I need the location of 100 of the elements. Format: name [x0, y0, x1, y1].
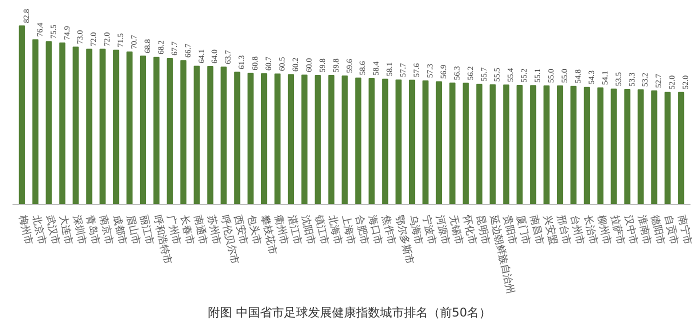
bar	[503, 84, 510, 204]
bar	[516, 84, 523, 204]
data-label: 57.6	[412, 63, 422, 78]
text: 附图 中国省市足球发展健康指数城市排名（前50名）	[208, 306, 492, 320]
bar	[610, 88, 617, 204]
data-label: 66.7	[183, 44, 192, 58]
bar	[462, 82, 469, 204]
bar	[86, 48, 92, 204]
bar	[166, 58, 173, 204]
bar	[342, 75, 348, 204]
bar	[248, 72, 254, 204]
data-label: 68.2	[156, 40, 166, 54]
data-label: 72.0	[89, 32, 98, 46]
bar	[570, 86, 577, 204]
data-label: 55.5	[492, 68, 502, 82]
data-label: 55.4	[506, 68, 516, 82]
data-label: 56.2	[466, 66, 475, 80]
bar	[207, 66, 214, 204]
data-label: 54.3	[586, 70, 596, 84]
bar	[638, 89, 644, 204]
bar	[556, 85, 564, 204]
data-label: 60.8	[250, 56, 260, 70]
bar	[126, 52, 133, 204]
data-label: 57.7	[398, 63, 408, 78]
bar	[544, 85, 550, 204]
bar	[288, 74, 294, 204]
data-label: 60.7	[264, 56, 274, 71]
bar	[18, 25, 25, 204]
data-label: 55.1	[533, 68, 542, 83]
bar	[140, 56, 146, 204]
data-label: 56.3	[452, 66, 462, 80]
bar	[328, 75, 334, 204]
data-label: 61.3	[237, 55, 246, 70]
bar	[46, 41, 52, 204]
bar	[220, 66, 227, 204]
data-label: 55.0	[546, 68, 556, 83]
bar	[194, 66, 200, 204]
bar	[368, 78, 375, 204]
data-label: 64.1	[196, 49, 206, 64]
data-label: 71.5	[116, 33, 126, 48]
data-label: 54.8	[573, 69, 582, 84]
data-label: 58.1	[385, 62, 394, 76]
data-label: 73.0	[76, 30, 85, 44]
bar	[530, 85, 536, 204]
data-label: 76.4	[35, 22, 44, 37]
data-label: 74.9	[62, 26, 72, 40]
data-label: 63.7	[224, 50, 233, 64]
bar	[408, 80, 416, 204]
bar	[382, 78, 388, 204]
data-label: 67.7	[170, 41, 179, 56]
data-label: 58.4	[372, 62, 381, 76]
data-label: 53.2	[640, 72, 650, 87]
data-label: 72.0	[102, 32, 112, 46]
bar	[59, 42, 66, 204]
data-label: 70.7	[130, 35, 139, 50]
bar	[597, 87, 604, 204]
data-label: 57.3	[425, 64, 434, 78]
bar	[449, 82, 456, 204]
data-label: 75.5	[48, 24, 58, 39]
data-label: 54.1	[600, 70, 610, 85]
bar	[678, 92, 684, 204]
bar	[664, 92, 671, 204]
data-label: 64.0	[210, 49, 220, 64]
bar	[261, 73, 268, 204]
data-label: 60.5	[278, 57, 287, 72]
bar	[113, 50, 120, 204]
data-label: 82.8	[22, 8, 31, 23]
data-label: 59.8	[331, 58, 340, 73]
data-label: 68.8	[142, 39, 152, 54]
data-label: 55.2	[520, 68, 529, 82]
data-label: 55.7	[479, 67, 488, 82]
bar	[651, 90, 658, 204]
data-label: 52.7	[654, 74, 664, 88]
data-label: 60.0	[304, 58, 314, 72]
bar	[153, 56, 160, 204]
bar	[422, 80, 429, 204]
data-label: 58.6	[358, 61, 368, 76]
data-label: 59.8	[318, 58, 327, 73]
bar	[100, 48, 106, 204]
bar	[72, 46, 79, 204]
data-label: 56.9	[438, 64, 448, 79]
bar	[624, 89, 630, 204]
bar	[584, 86, 590, 204]
bar	[476, 84, 482, 204]
data-label: 55.0	[560, 68, 570, 83]
data-label: 53.5	[614, 72, 623, 86]
bar	[234, 72, 240, 204]
bar	[301, 74, 308, 204]
bar	[436, 81, 442, 204]
data-label: 53.3	[627, 72, 636, 87]
bar	[314, 75, 321, 204]
bar	[274, 74, 281, 204]
data-label: 52.0	[681, 75, 690, 90]
bar	[32, 39, 38, 204]
bar	[355, 78, 362, 204]
bar	[180, 60, 186, 204]
data-label: 59.6	[344, 58, 354, 73]
bar	[490, 84, 496, 204]
bar	[396, 80, 402, 204]
data-label: 52.0	[668, 75, 677, 90]
